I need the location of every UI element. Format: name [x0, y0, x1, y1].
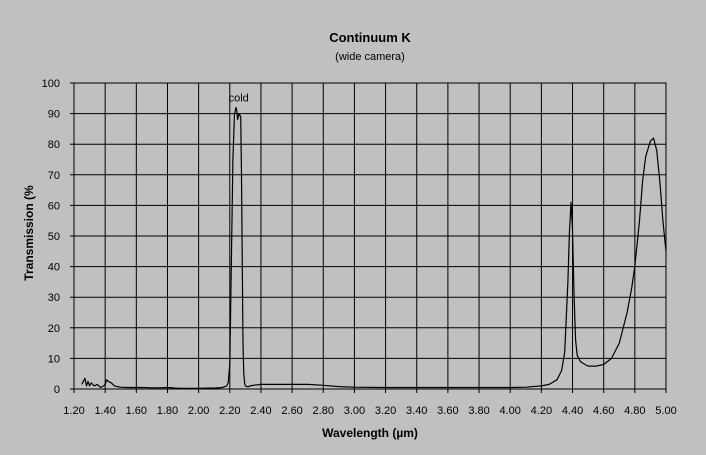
cold-annotation: cold	[229, 92, 249, 104]
x-tick-label: 3.00	[344, 405, 365, 417]
x-tick-label: 2.00	[188, 405, 209, 417]
x-tick-label: 1.60	[126, 405, 147, 417]
transmission-line	[81, 106, 667, 389]
grid-lines	[74, 83, 666, 389]
x-tick-label: 4.80	[624, 405, 645, 417]
y-tick-label: 40	[48, 262, 60, 274]
x-tick-label: 2.40	[250, 405, 271, 417]
x-tick-label: 1.20	[63, 405, 84, 417]
x-tick-label: 5.00	[655, 405, 676, 417]
y-tick-label: 100	[42, 78, 60, 90]
x-tick-label: 2.60	[281, 405, 302, 417]
y-tick-label: 0	[54, 384, 60, 396]
x-axis-label: Wavelength (µm)	[322, 426, 418, 440]
x-tick-label: 1.80	[157, 405, 178, 417]
y-tick-label: 20	[48, 323, 60, 335]
y-tick-label: 30	[48, 292, 60, 304]
chart-subtitle: (wide camera)	[335, 51, 405, 63]
y-axis-ticks: 0 10 20 30 40 50 60 70 80 90 100	[42, 78, 74, 396]
x-tick-label: 1.40	[94, 405, 115, 417]
y-axis-label: Transmission (%	[22, 185, 36, 281]
x-tick-label: 2.80	[313, 405, 334, 417]
x-tick-label: 3.20	[375, 405, 396, 417]
chart-title: Continuum K	[329, 30, 411, 45]
y-tick-label: 10	[48, 353, 60, 365]
x-tick-label: 4.20	[531, 405, 552, 417]
x-tick-label: 2.20	[219, 405, 240, 417]
x-tick-label: 3.60	[437, 405, 458, 417]
x-tick-label: 4.60	[593, 405, 614, 417]
x-tick-label: 4.00	[499, 405, 520, 417]
annotations: cold	[229, 92, 249, 104]
y-tick-label: 60	[48, 200, 60, 212]
y-tick-label: 90	[48, 109, 60, 121]
series-group	[81, 106, 667, 389]
y-tick-label: 70	[48, 170, 60, 182]
x-tick-label: 4.40	[562, 405, 583, 417]
x-tick-label: 3.40	[406, 405, 427, 417]
y-tick-label: 50	[48, 231, 60, 243]
x-axis-ticks: 1.20 1.40 1.60 1.80 2.00 2.20 2.40 2.60 2.80 3.00…	[63, 389, 677, 417]
y-tick-label: 80	[48, 139, 60, 151]
x-tick-label: 3.80	[468, 405, 489, 417]
